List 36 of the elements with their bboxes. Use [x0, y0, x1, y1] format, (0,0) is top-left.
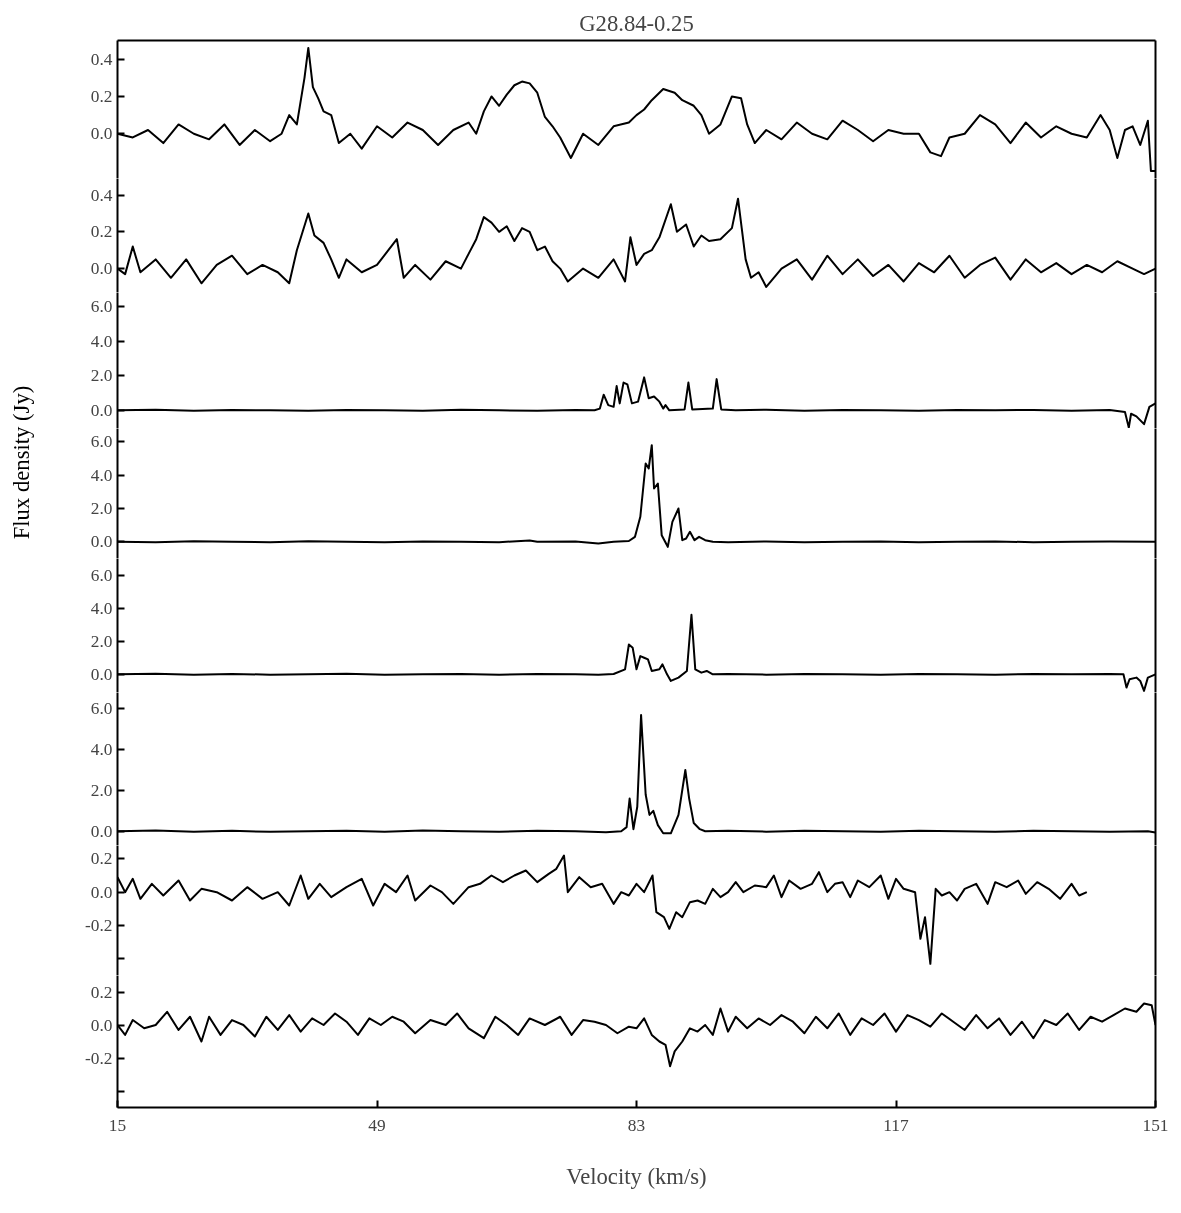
x-tick-label: 151: [1142, 1115, 1169, 1135]
y-tick-label: 6.0: [90, 565, 113, 585]
y-tick-label: 4.0: [90, 598, 113, 618]
y-tick-label: 0.2: [90, 982, 113, 1002]
y-tick-label: 6.0: [90, 432, 113, 452]
y-tick-label: 2.0: [90, 366, 113, 386]
y-tick-label: 0.0: [90, 259, 113, 279]
y-tick-label: 0.4: [90, 49, 113, 69]
y-tick-label: 0.2: [90, 86, 113, 106]
y-tick-label: 0.4: [90, 185, 113, 205]
y-tick-label: 4.0: [90, 740, 113, 760]
x-tick-label: 15: [108, 1115, 127, 1135]
y-tick-label: 4.0: [90, 465, 113, 485]
y-tick-label: 4.0: [90, 331, 113, 351]
y-tick-label: 0.0: [90, 124, 113, 144]
y-tick-label: 0.0: [90, 882, 113, 902]
y-tick-label: 0.0: [90, 532, 113, 552]
x-tick-label: 83: [627, 1115, 646, 1135]
y-tick-label: 0.2: [90, 849, 113, 869]
y-tick-label: 0.0: [90, 664, 113, 684]
x-tick-label: 49: [368, 1115, 386, 1135]
y-tick-label: 6.0: [90, 296, 113, 316]
y-axis-title: Flux density (Jy): [9, 385, 34, 540]
y-tick-label: -0.2: [85, 1048, 113, 1068]
y-tick-label: -0.2: [85, 916, 113, 935]
y-tick-label: 2.0: [90, 780, 113, 800]
y-tick-label: 0.0: [90, 1015, 113, 1035]
y-tick-label: 0.0: [90, 400, 113, 420]
chart-title: G28.84-0.25: [579, 10, 694, 36]
y-tick-label: 2.0: [90, 631, 113, 651]
x-axis-title: Velocity (km/s): [566, 1163, 707, 1189]
y-tick-label: 0.2: [90, 222, 113, 242]
x-tick-label: 117: [883, 1115, 910, 1135]
y-tick-label: 0.0: [90, 821, 113, 841]
y-tick-label: 6.0: [90, 699, 113, 719]
y-tick-label: 2.0: [90, 499, 113, 518]
